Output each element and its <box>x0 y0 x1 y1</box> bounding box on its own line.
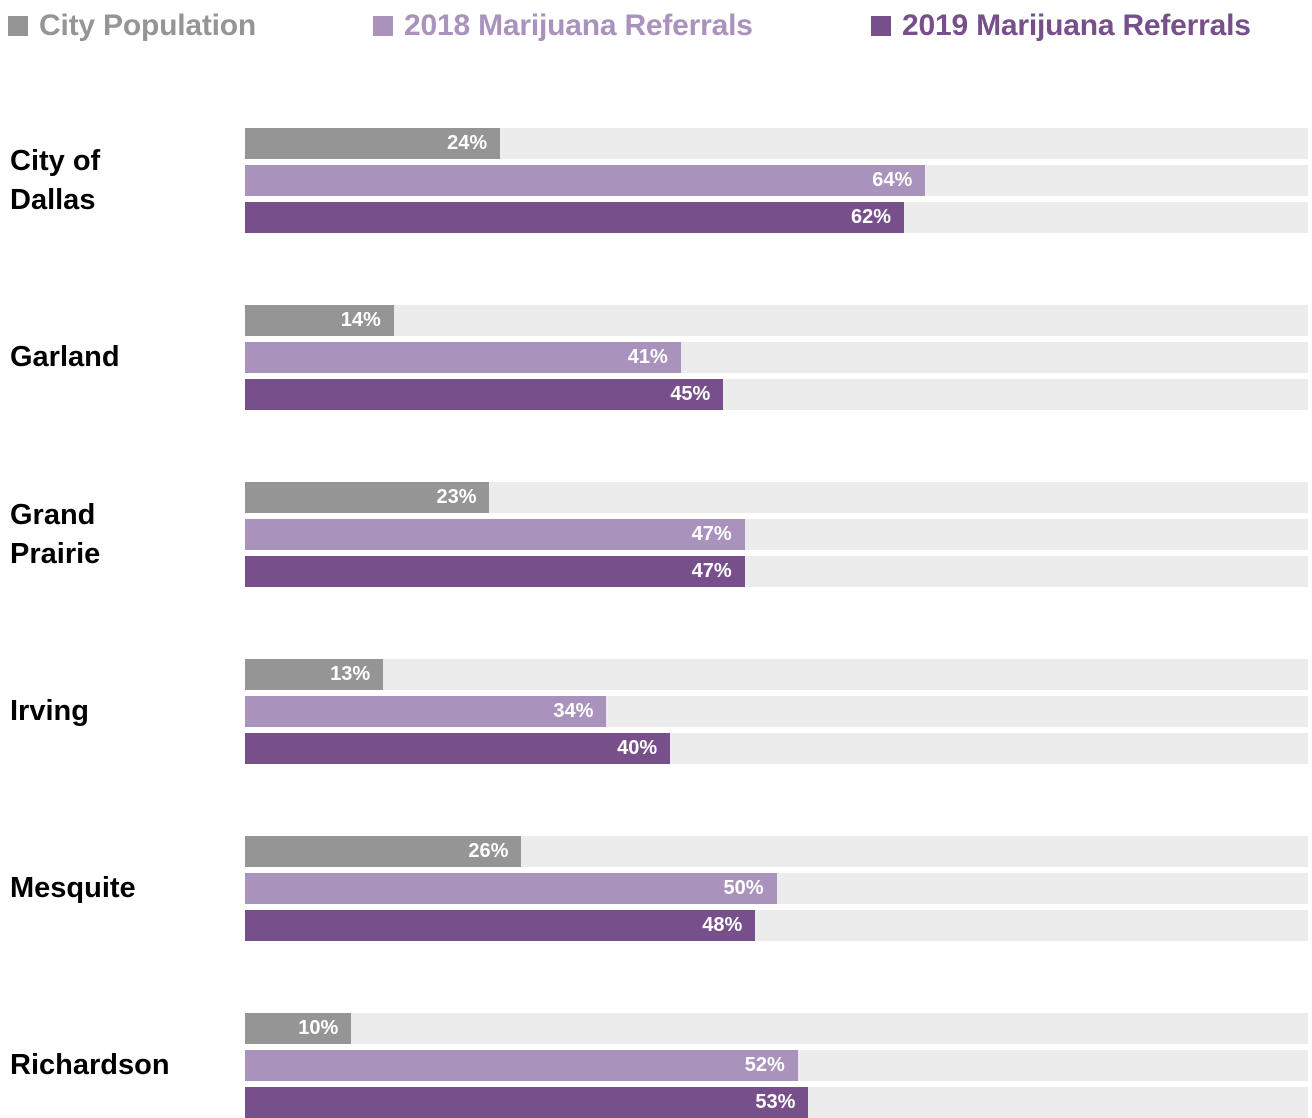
bar-2019-marijuana-referrals-mesquite <box>245 910 756 941</box>
data-label: 62% <box>851 206 892 228</box>
bar-track <box>245 305 1308 336</box>
bar-2018-marijuana-referrals-garland <box>245 342 681 373</box>
category-label-garland: Garland <box>10 341 120 373</box>
data-label: 13% <box>330 663 371 685</box>
bar-city-population-mesquite <box>245 836 522 867</box>
category-label-richardson: Richardson <box>10 1049 170 1081</box>
bar-city-population-grand-prairie <box>245 482 490 513</box>
data-label: 10% <box>298 1017 339 1039</box>
bar-2018-marijuana-referrals-mesquite <box>245 873 777 904</box>
legend-swatch <box>8 16 28 36</box>
bar-2019-marijuana-referrals-grand-prairie <box>245 556 745 587</box>
bar-2019-marijuana-referrals-irving <box>245 733 671 764</box>
bar-city-population-garland <box>245 305 394 336</box>
data-label: 47% <box>691 523 732 545</box>
category-label-irving: Irving <box>10 695 89 727</box>
data-label: 53% <box>755 1091 796 1113</box>
legend-label: City Population <box>39 9 256 42</box>
bar-2018-marijuana-referrals-richardson <box>245 1050 798 1081</box>
category-label-city-of-dallas: City of Dallas <box>10 144 101 216</box>
data-label: 45% <box>670 383 711 405</box>
bar-2019-marijuana-referrals-city-of-dallas <box>245 202 905 233</box>
legend-swatch <box>373 16 393 36</box>
data-label: 24% <box>447 132 488 154</box>
data-label: 23% <box>436 486 477 508</box>
bar-city-population-city-of-dallas <box>245 128 501 159</box>
data-label: 26% <box>468 840 509 862</box>
data-label: 48% <box>702 914 743 936</box>
bar-2019-marijuana-referrals-garland <box>245 379 724 410</box>
bar-track <box>245 1013 1308 1044</box>
legend-label: 2019 Marijuana Referrals <box>902 9 1251 42</box>
data-label: 47% <box>691 560 732 582</box>
bar-track <box>245 659 1308 690</box>
bar-city-population-irving <box>245 659 384 690</box>
bar-2018-marijuana-referrals-grand-prairie <box>245 519 745 550</box>
data-label: 64% <box>872 169 913 191</box>
bar-2019-marijuana-referrals-richardson <box>245 1087 809 1118</box>
data-label: 41% <box>627 346 668 368</box>
legend-item-2018-marijuana-referrals: 2018 Marijuana Referrals <box>373 8 753 44</box>
data-label: 34% <box>553 700 594 722</box>
bar-2018-marijuana-referrals-irving <box>245 696 607 727</box>
legend: City Population 2018 Marijuana Referrals 2… <box>0 0 1312 52</box>
category-label-mesquite: Mesquite <box>10 872 136 904</box>
data-label: 40% <box>617 737 658 759</box>
legend-swatch <box>871 16 891 36</box>
legend-item-2019-marijuana-referrals: 2019 Marijuana Referrals <box>871 8 1251 44</box>
legend-item-city-population: City Population <box>8 8 256 44</box>
data-label: 14% <box>340 309 381 331</box>
data-label: 50% <box>723 877 764 899</box>
legend-label: 2018 Marijuana Referrals <box>404 9 753 42</box>
data-label: 52% <box>744 1054 785 1076</box>
bar-2018-marijuana-referrals-city-of-dallas <box>245 165 926 196</box>
category-label-grand-prairie: Grand Prairie <box>10 498 101 570</box>
bar-city-population-richardson <box>245 1013 352 1044</box>
